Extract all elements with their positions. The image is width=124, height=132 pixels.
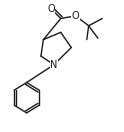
Text: O: O: [47, 4, 55, 14]
Text: O: O: [72, 11, 79, 21]
Text: N: N: [50, 60, 58, 70]
